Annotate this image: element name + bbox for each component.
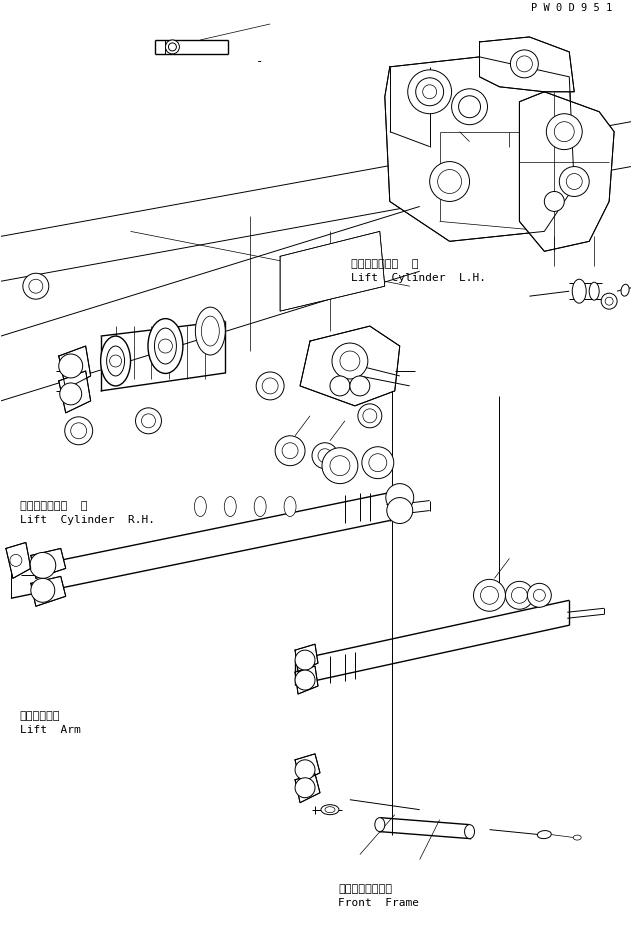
Text: リフトアーム
Lift  Arm: リフトアーム Lift Arm	[20, 711, 80, 736]
Circle shape	[295, 651, 315, 670]
Circle shape	[59, 354, 83, 378]
Text: フロントフレーム
Front  Frame: フロントフレーム Front Frame	[338, 884, 419, 908]
Circle shape	[423, 85, 437, 99]
Circle shape	[282, 443, 298, 459]
Polygon shape	[295, 753, 320, 782]
Text: P W 0 D 9 5 1: P W 0 D 9 5 1	[531, 3, 612, 13]
Circle shape	[322, 447, 358, 484]
Circle shape	[29, 279, 43, 293]
Ellipse shape	[254, 497, 266, 517]
Circle shape	[312, 443, 338, 469]
Ellipse shape	[325, 807, 335, 812]
Circle shape	[601, 293, 617, 309]
Polygon shape	[295, 774, 320, 803]
Circle shape	[256, 372, 284, 400]
Ellipse shape	[537, 830, 551, 839]
Ellipse shape	[107, 346, 125, 376]
Circle shape	[437, 169, 461, 194]
Circle shape	[533, 590, 545, 601]
Circle shape	[559, 167, 589, 197]
Circle shape	[369, 454, 387, 472]
Polygon shape	[6, 543, 31, 578]
Circle shape	[340, 351, 360, 371]
Circle shape	[358, 403, 382, 428]
Circle shape	[387, 498, 413, 523]
Circle shape	[166, 40, 179, 54]
Circle shape	[159, 339, 173, 353]
Circle shape	[527, 583, 551, 607]
Circle shape	[408, 70, 452, 113]
Circle shape	[516, 56, 532, 72]
Ellipse shape	[621, 285, 629, 296]
Circle shape	[605, 297, 613, 305]
Polygon shape	[280, 231, 385, 311]
Circle shape	[60, 383, 82, 405]
Ellipse shape	[375, 818, 385, 831]
Polygon shape	[31, 548, 66, 578]
Circle shape	[31, 578, 55, 602]
Circle shape	[480, 586, 499, 605]
Circle shape	[511, 50, 538, 78]
Circle shape	[275, 436, 305, 466]
Polygon shape	[59, 346, 90, 389]
Ellipse shape	[148, 318, 183, 373]
Circle shape	[142, 414, 155, 428]
Ellipse shape	[284, 497, 296, 517]
Circle shape	[362, 446, 394, 478]
Ellipse shape	[573, 835, 581, 841]
Ellipse shape	[321, 805, 339, 814]
Ellipse shape	[572, 279, 586, 303]
Circle shape	[169, 43, 176, 51]
Circle shape	[135, 408, 161, 433]
Circle shape	[506, 581, 533, 609]
Circle shape	[71, 423, 87, 439]
Polygon shape	[520, 92, 614, 251]
Circle shape	[295, 760, 315, 780]
Circle shape	[10, 554, 22, 566]
Circle shape	[330, 456, 350, 475]
Text: リフトシリンダ  左
Lift  Cylinder  L.H.: リフトシリンダ 左 Lift Cylinder L.H.	[351, 258, 485, 283]
Ellipse shape	[195, 497, 206, 517]
Polygon shape	[295, 644, 318, 672]
Circle shape	[262, 378, 278, 394]
Circle shape	[109, 355, 121, 367]
Ellipse shape	[100, 336, 131, 386]
Circle shape	[416, 78, 444, 106]
Polygon shape	[300, 326, 400, 406]
Circle shape	[430, 162, 470, 201]
Ellipse shape	[224, 497, 236, 517]
Circle shape	[473, 579, 506, 611]
Polygon shape	[480, 37, 574, 92]
Ellipse shape	[154, 329, 176, 364]
Circle shape	[511, 587, 527, 604]
Circle shape	[566, 173, 582, 189]
Circle shape	[295, 778, 315, 797]
Circle shape	[332, 344, 368, 379]
Circle shape	[544, 192, 564, 212]
Circle shape	[318, 448, 332, 462]
Circle shape	[546, 113, 582, 150]
Polygon shape	[385, 57, 574, 241]
Text: -: -	[255, 55, 263, 68]
Text: リフトシリンダ  右
Lift  Cylinder  R.H.: リフトシリンダ 右 Lift Cylinder R.H.	[20, 502, 155, 525]
Circle shape	[64, 417, 93, 445]
Ellipse shape	[465, 825, 475, 839]
Circle shape	[330, 376, 350, 396]
Circle shape	[452, 89, 487, 124]
Ellipse shape	[195, 307, 225, 355]
Circle shape	[459, 95, 480, 118]
Circle shape	[350, 376, 370, 396]
Ellipse shape	[202, 316, 219, 346]
Polygon shape	[31, 577, 66, 607]
Circle shape	[363, 409, 377, 423]
Polygon shape	[59, 371, 90, 413]
Circle shape	[23, 273, 49, 300]
Circle shape	[386, 484, 414, 512]
Circle shape	[30, 552, 56, 578]
Circle shape	[295, 670, 315, 690]
Circle shape	[554, 122, 574, 141]
Ellipse shape	[589, 283, 599, 300]
Polygon shape	[295, 666, 318, 694]
